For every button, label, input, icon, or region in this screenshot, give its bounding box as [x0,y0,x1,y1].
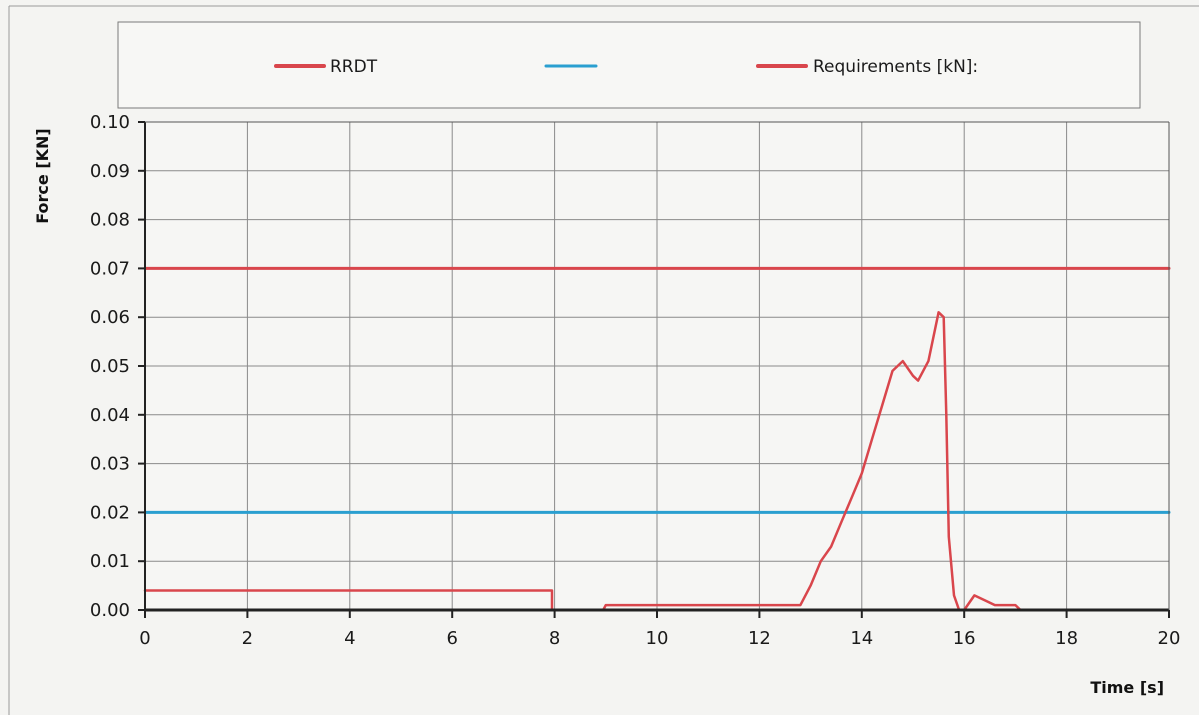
legend-item-3: Requirements [kN]: [756,57,978,77]
x-tick-label-10: 20 [1158,628,1181,649]
legend-label-1: RRDT [330,57,378,77]
y-tick-label-6: 0.06 [90,307,130,328]
y-tick-label-10: 0.10 [90,112,130,133]
y-tick-label-3: 0.03 [90,454,130,475]
y-tick-labels: 0.00 0.01 0.02 0.03 0.04 0.05 0.06 0.07 0.08 0.09… [90,112,130,621]
y-tick-label-5: 0.05 [90,356,130,377]
y-axis-title: Force [KN] [33,128,52,223]
x-tick-label-3: 6 [446,628,457,649]
axes [138,121,1170,618]
legend: RRDT Requirements [kN]: [117,21,1141,109]
x-tick-label-5: 10 [646,628,669,649]
x-tick-label-1: 2 [242,628,253,649]
x-tick-label-2: 4 [344,628,355,649]
y-tick-label-0: 0.00 [90,600,130,621]
y-tick-label-4: 0.04 [90,405,130,426]
x-tick-label-6: 12 [748,628,771,649]
x-axis-title: Time [s] [1090,678,1164,697]
legend-box [117,21,1141,109]
y-tick-label-1: 0.01 [90,551,130,572]
y-tick-label-2: 0.02 [90,502,130,523]
x-tick-label-7: 14 [850,628,873,649]
y-tick-label-7: 0.07 [90,258,130,279]
x-tick-labels: 0 2 4 6 8 10 12 14 16 18 20 [139,628,1180,649]
y-tick-label-9: 0.09 [90,161,130,182]
x-tick-label-9: 18 [1055,628,1078,649]
legend-label-3: Requirements [kN]: [813,57,978,77]
x-tick-label-0: 0 [139,628,150,649]
x-tick-label-8: 16 [953,628,976,649]
y-tick-label-8: 0.08 [90,210,130,231]
legend-item-1: RRDT [274,57,378,77]
x-tick-label-4: 8 [549,628,560,649]
